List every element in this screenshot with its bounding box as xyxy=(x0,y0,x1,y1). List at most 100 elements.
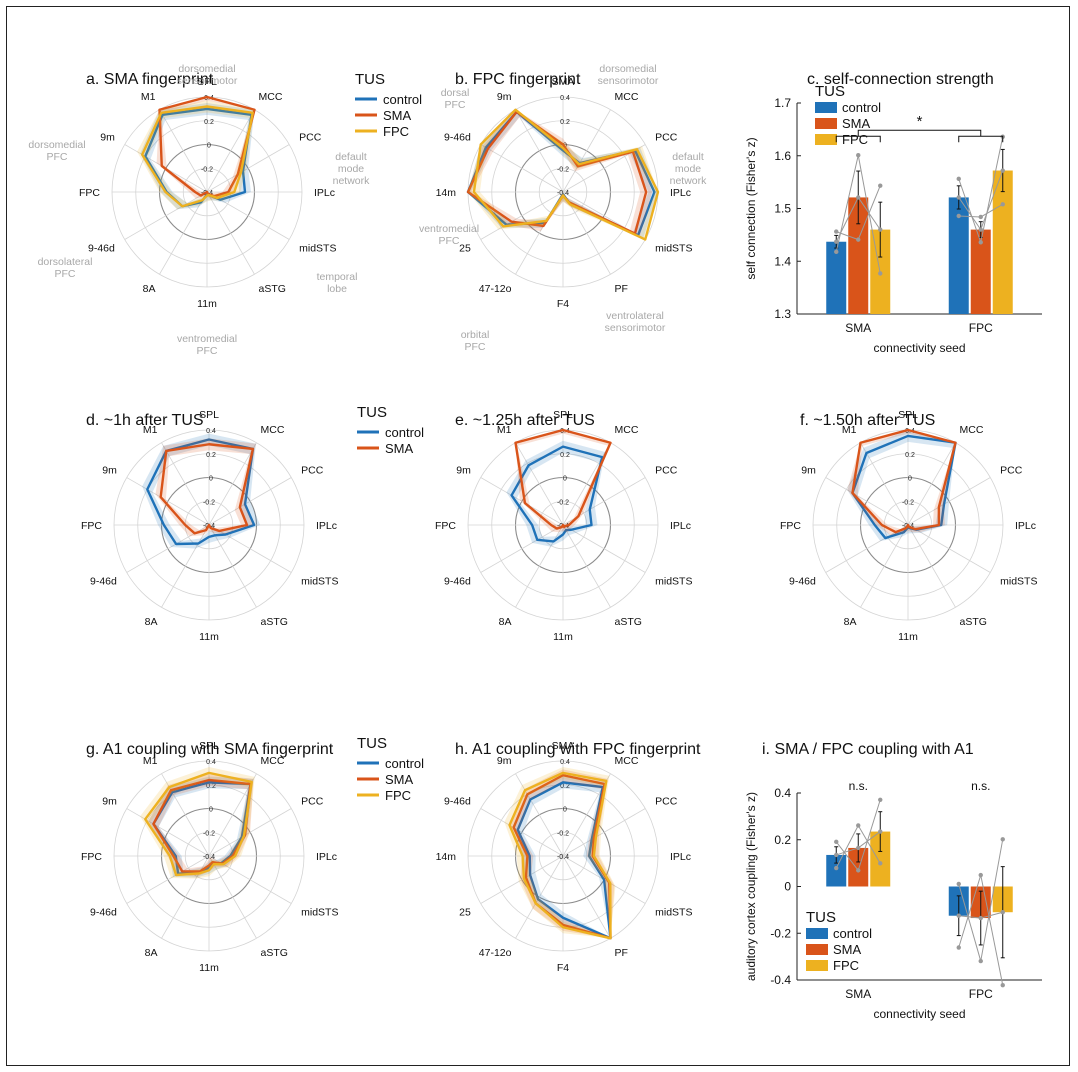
axis-label: M1 xyxy=(141,91,156,103)
legend-entry: FPC xyxy=(842,132,868,147)
subject-point xyxy=(834,852,839,858)
legend-swatch-control xyxy=(806,928,828,939)
axis-label: aSTG xyxy=(261,616,288,628)
subject-point xyxy=(1000,837,1005,842)
group-label: network xyxy=(670,175,708,187)
radar-chart-b: b. FPC fingerprint0.40.20-0.2-0.4SMAMCCP… xyxy=(419,63,707,353)
subject-point xyxy=(856,868,861,873)
ns-label: n.s. xyxy=(849,779,868,793)
legend-entry: FPC xyxy=(833,958,859,973)
radar-spoke xyxy=(562,855,611,939)
r-tick-label: -0.2 xyxy=(201,166,213,173)
r-tick-label: 0 xyxy=(908,476,912,483)
subject-point xyxy=(856,195,861,200)
axis-label: IPLc xyxy=(314,187,335,199)
series-line-SMA xyxy=(159,443,255,535)
subject-point xyxy=(856,153,861,158)
figure-frame xyxy=(6,6,1070,1066)
subject-point xyxy=(956,195,961,200)
bar-chart-i: i. SMA / FPC coupling with A1 -0.4 -0.2 0 0.… xyxy=(744,741,1042,1021)
axis-label: M1 xyxy=(842,424,857,436)
radar-spoke xyxy=(208,524,292,573)
radar-spoke xyxy=(208,442,257,526)
y-tick-label: 1.3 xyxy=(774,307,791,321)
radar-spoke xyxy=(206,144,290,193)
subject-point xyxy=(878,797,883,802)
group-label: temporal xyxy=(317,271,358,283)
axis-label: FPC xyxy=(780,520,801,532)
radar-spoke xyxy=(515,442,564,526)
series-band-FPC xyxy=(140,766,255,879)
legend-entry: FPC xyxy=(383,124,409,139)
x-tick-label: SMA xyxy=(845,987,871,1001)
x-axis-label: connectivity seed xyxy=(873,341,965,355)
r-tick-label: 0 xyxy=(209,807,213,814)
chart-title: e. ~1.25h after TUS xyxy=(455,412,595,429)
axis-label: aSTG xyxy=(615,616,642,628)
axis-label: FPC xyxy=(81,851,102,863)
axis-label: 9m xyxy=(456,465,471,477)
group-label: ventrolateral xyxy=(606,310,664,322)
axis-label: 25 xyxy=(459,243,471,255)
radar-spoke xyxy=(161,442,210,526)
subject-point xyxy=(1000,910,1005,915)
legend-entry: control xyxy=(385,425,424,440)
r-tick-label: 0.4 xyxy=(560,95,570,102)
group-label: sensorimotor xyxy=(605,322,666,334)
subject-point xyxy=(834,249,839,255)
bar-control-FPC xyxy=(948,197,969,314)
r-tick-label: 0.2 xyxy=(204,119,214,126)
subject-point xyxy=(878,271,883,276)
axis-label: 11m xyxy=(898,631,918,643)
axis-label: FPC xyxy=(435,520,456,532)
ns-label: n.s. xyxy=(971,779,990,793)
radar-spoke xyxy=(907,477,991,526)
subject-point xyxy=(856,237,861,242)
radar-spoke xyxy=(480,144,564,193)
radar-spoke xyxy=(208,855,257,939)
axis-label: IPLc xyxy=(670,520,691,532)
group-label: PFC xyxy=(445,99,466,111)
series-band-control xyxy=(468,109,658,239)
bar-control-SMA xyxy=(826,854,847,887)
r-tick-label: 0.4 xyxy=(560,759,570,766)
subject-point xyxy=(1000,168,1005,173)
axis-label: SPL xyxy=(553,409,573,421)
axis-label: midSTS xyxy=(655,243,692,255)
axis-label: MCC xyxy=(615,91,639,103)
y-tick-label: 0.4 xyxy=(774,786,791,800)
r-tick-label: 0.4 xyxy=(206,428,216,435)
axis-label: 11m xyxy=(199,631,219,643)
subject-point xyxy=(956,213,961,219)
radar-spoke xyxy=(825,524,909,573)
group-label: dorsomedial xyxy=(28,139,85,151)
subject-point xyxy=(978,214,983,220)
series-line-FPC xyxy=(144,771,253,877)
subject-point xyxy=(1000,982,1005,988)
series-line-SMA xyxy=(514,428,612,530)
axis-label: 8A xyxy=(145,947,158,959)
axis-label: 11m xyxy=(199,962,219,974)
axis-label: IPLc xyxy=(670,851,691,863)
group-label: default xyxy=(672,151,704,163)
axis-label: M1 xyxy=(143,424,158,436)
subject-point xyxy=(978,240,983,245)
r-tick-label: -0.4 xyxy=(557,854,569,861)
legend-title: TUS xyxy=(357,735,387,752)
subject-point xyxy=(878,183,883,188)
group-label: PFC xyxy=(465,341,486,353)
y-tick-label: -0.2 xyxy=(770,926,791,940)
subject-point xyxy=(978,872,983,878)
subject-point xyxy=(834,239,839,244)
radar-spoke xyxy=(562,524,611,608)
legend-entry: SMA xyxy=(833,942,862,957)
axis-label: 9-46d xyxy=(88,243,115,255)
group-label: orbital xyxy=(461,329,490,341)
group-label: ventromedial xyxy=(419,223,479,235)
series-line-FPC xyxy=(472,108,660,241)
axis-label: MCC xyxy=(261,755,285,767)
r-tick-label: -0.2 xyxy=(557,830,569,837)
axis-label: 9-46d xyxy=(444,576,471,588)
legend-swatch-FPC xyxy=(815,134,837,145)
axis-label: SPL xyxy=(898,409,918,421)
